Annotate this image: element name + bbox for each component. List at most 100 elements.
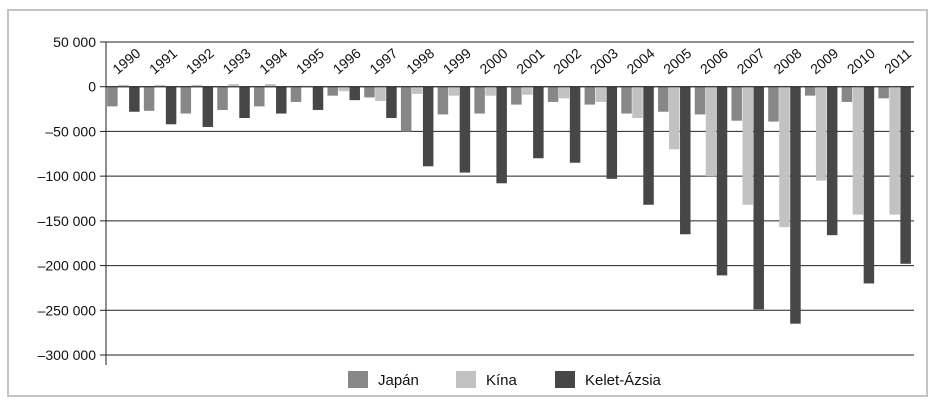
legend-swatch bbox=[555, 371, 575, 388]
bar bbox=[129, 86, 140, 112]
bar bbox=[422, 86, 434, 167]
category-label: 1998 bbox=[403, 45, 437, 77]
bar bbox=[900, 86, 911, 264]
bar bbox=[165, 86, 177, 125]
bar bbox=[584, 86, 596, 105]
y-tick-label: 0 bbox=[88, 79, 96, 95]
bar bbox=[485, 86, 496, 96]
category-label: 2004 bbox=[623, 45, 657, 77]
category-label: 2003 bbox=[587, 45, 621, 77]
bar bbox=[254, 86, 265, 107]
bar bbox=[731, 86, 742, 121]
category-label: 1993 bbox=[219, 45, 253, 77]
category-label: 2005 bbox=[660, 45, 694, 77]
category-label: 2011 bbox=[881, 45, 915, 77]
category-label: 2008 bbox=[770, 45, 804, 77]
bar bbox=[768, 86, 779, 122]
bar bbox=[375, 86, 386, 102]
y-tick-label: –300 000 bbox=[38, 347, 97, 363]
bar bbox=[338, 86, 349, 92]
bar bbox=[386, 86, 397, 119]
category-label: 1996 bbox=[330, 45, 364, 77]
y-tick-label: –50 000 bbox=[45, 123, 96, 139]
bar bbox=[878, 86, 889, 99]
bar bbox=[327, 86, 338, 96]
bar bbox=[474, 86, 485, 114]
bar bbox=[680, 86, 691, 235]
bar bbox=[705, 86, 717, 177]
bar bbox=[437, 86, 449, 115]
bar bbox=[595, 86, 607, 102]
legend-swatch bbox=[348, 371, 368, 388]
bar bbox=[522, 86, 533, 95]
bar bbox=[511, 86, 522, 105]
category-label: 1992 bbox=[183, 45, 217, 77]
bar bbox=[143, 86, 155, 111]
bar bbox=[669, 86, 680, 150]
bar bbox=[364, 86, 375, 98]
bar bbox=[180, 86, 192, 114]
bar bbox=[118, 84, 129, 87]
bar bbox=[753, 86, 764, 310]
category-label: 2010 bbox=[844, 45, 878, 77]
bar bbox=[154, 84, 166, 87]
bar bbox=[191, 84, 203, 87]
category-label: 2002 bbox=[550, 45, 584, 77]
y-tick-label: 50 000 bbox=[53, 34, 96, 50]
bar bbox=[290, 86, 302, 102]
y-tick-label: –100 000 bbox=[38, 168, 97, 184]
legend: Japán Kína Kelet-Ázsia bbox=[348, 371, 662, 389]
bar-chart: 50 000 0 –50 000 –100 000 –150 000 –200 000 –2… bbox=[38, 34, 915, 389]
bar bbox=[411, 86, 423, 94]
y-tick-labels: 50 000 0 –50 000 –100 000 –150 000 –200 000 –2… bbox=[38, 34, 97, 363]
bar bbox=[239, 86, 250, 119]
bar bbox=[558, 86, 570, 99]
bar bbox=[217, 86, 228, 110]
bar bbox=[265, 84, 276, 87]
bars bbox=[107, 84, 911, 324]
category-label: 2000 bbox=[477, 45, 511, 77]
bar bbox=[459, 86, 471, 173]
bar bbox=[448, 86, 460, 96]
bar bbox=[716, 86, 728, 276]
category-label: 1995 bbox=[293, 45, 327, 77]
bar bbox=[841, 86, 853, 102]
bar bbox=[533, 86, 544, 159]
y-tick-label: –150 000 bbox=[38, 213, 97, 229]
axes bbox=[100, 41, 914, 365]
bar bbox=[643, 86, 654, 205]
legend-label: Kelet-Ázsia bbox=[585, 372, 662, 389]
bar bbox=[606, 86, 618, 179]
category-label: 1994 bbox=[256, 45, 290, 77]
bar bbox=[826, 86, 838, 236]
category-label: 2006 bbox=[697, 45, 731, 77]
category-label: 1990 bbox=[109, 45, 143, 77]
category-label: 2009 bbox=[807, 45, 841, 77]
y-tick-label: –200 000 bbox=[38, 258, 97, 274]
bar bbox=[107, 86, 118, 107]
bar bbox=[863, 86, 875, 284]
category-labels: 1990 1991 1992 1993 1994 1995 1996 1997 1998 1999… bbox=[109, 45, 914, 77]
bar bbox=[790, 86, 801, 324]
bar bbox=[400, 86, 412, 132]
category-label: 1991 bbox=[146, 45, 180, 77]
bar bbox=[632, 86, 643, 119]
bar bbox=[202, 86, 214, 127]
bar bbox=[694, 86, 706, 115]
bar bbox=[569, 86, 581, 163]
legend-swatch bbox=[456, 371, 476, 388]
bar bbox=[804, 86, 816, 96]
bar bbox=[779, 86, 790, 228]
category-label: 2001 bbox=[513, 45, 547, 77]
bar bbox=[547, 86, 559, 102]
bar bbox=[658, 86, 669, 112]
bar bbox=[349, 86, 360, 101]
category-label: 1997 bbox=[366, 45, 400, 77]
bar bbox=[889, 86, 900, 215]
bar bbox=[742, 86, 753, 205]
bar bbox=[276, 86, 287, 114]
y-tick-label: –250 000 bbox=[38, 302, 97, 318]
category-label: 1999 bbox=[440, 45, 474, 77]
bar bbox=[852, 86, 864, 215]
bar bbox=[815, 86, 827, 181]
